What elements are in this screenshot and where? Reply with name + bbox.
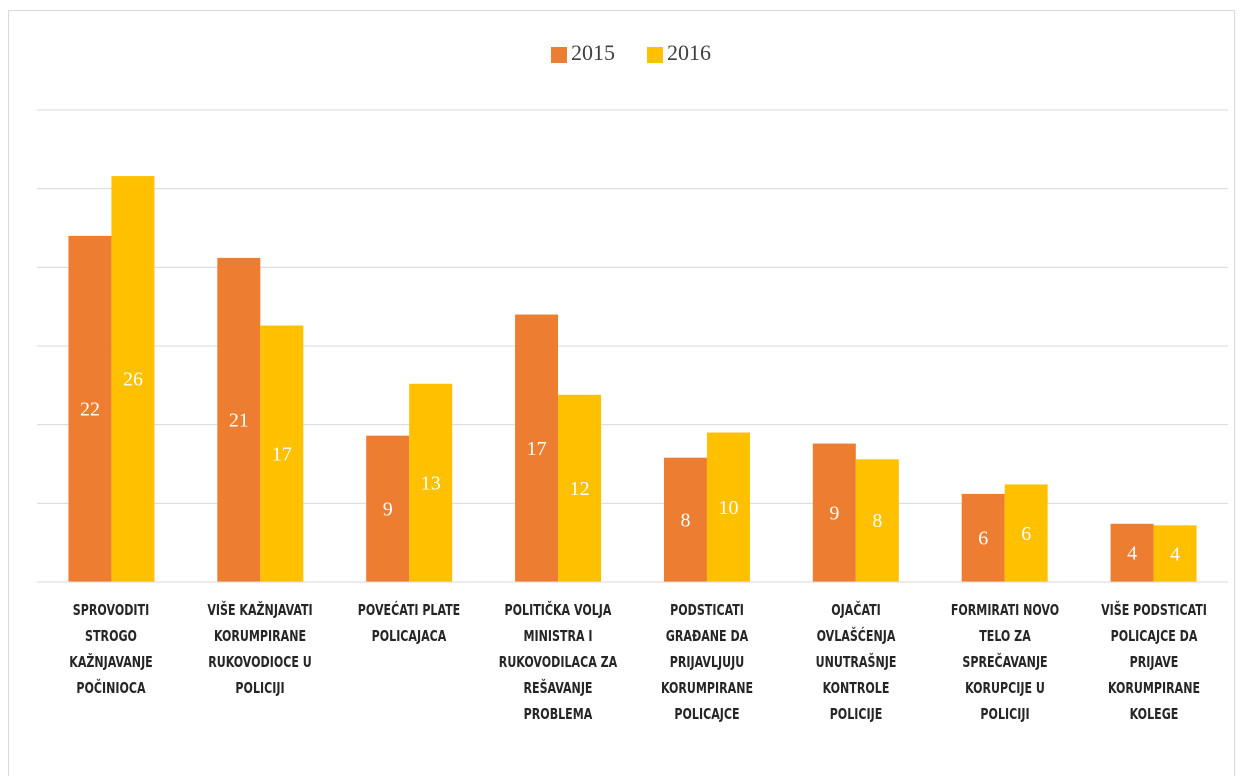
x-tick-label: SPROVODITI STROGO KAŽNJAVANJE POČINIOCA [69,601,154,697]
bar [812,443,856,582]
x-tick-label: OJAČATI OVLAŠĆENJA UNUTRAŠNJE KONTROLE P… [815,601,897,723]
x-tick-label: POLITIČKA VOLJA MINISTRA I RUKOVODILACA … [498,601,618,723]
legend-swatch [647,47,663,63]
bar [558,394,602,582]
bar [260,325,304,582]
data-label: 22 [80,399,100,421]
data-label: 10 [718,497,738,519]
chart-border [8,10,1235,776]
bar [68,235,112,582]
data-label: 17 [527,438,547,460]
legend-label: 2016 [667,40,711,65]
bar [366,435,410,582]
data-label: 8 [680,509,690,531]
bar [217,257,261,582]
x-tick-label: PODSTICATI GRAĐANE DA PRIJAVLJUJU KORUMP… [660,601,753,723]
legend-swatch [551,47,567,63]
bar [515,314,559,582]
bar [855,459,899,582]
x-tick-label: VIŠE KAŽNJAVATI KORUMPIRANE RUKOVODIOCE … [207,601,313,697]
data-label: 26 [123,369,143,391]
data-label: 12 [570,478,590,500]
data-label: 21 [229,410,249,432]
bar [663,457,707,582]
bar [409,383,453,582]
x-tick-label: POVEĆATI PLATE POLICAJACA [357,601,461,645]
data-label: 4 [1170,543,1180,565]
bar [1153,525,1197,582]
bar [1110,523,1154,582]
data-label: 8 [872,510,882,532]
data-label: 6 [1021,523,1031,545]
data-label: 6 [978,528,988,550]
data-label: 17 [272,443,292,465]
bar [1004,484,1048,582]
bar [961,493,1005,582]
data-label: 9 [829,502,839,524]
data-label: 4 [1127,542,1137,564]
x-tick-label: VIŠE PODSTICATI POLICAJCE DA PRIJAVE KOR… [1100,601,1207,723]
bar [111,176,155,582]
x-tick-label: FORMIRATI NOVO TELO ZA SPREČAVANJE KORUP… [950,601,1059,723]
bar [706,432,750,582]
data-label: 9 [383,498,393,520]
legend-label: 2015 [571,40,615,65]
data-label: 13 [421,472,441,494]
